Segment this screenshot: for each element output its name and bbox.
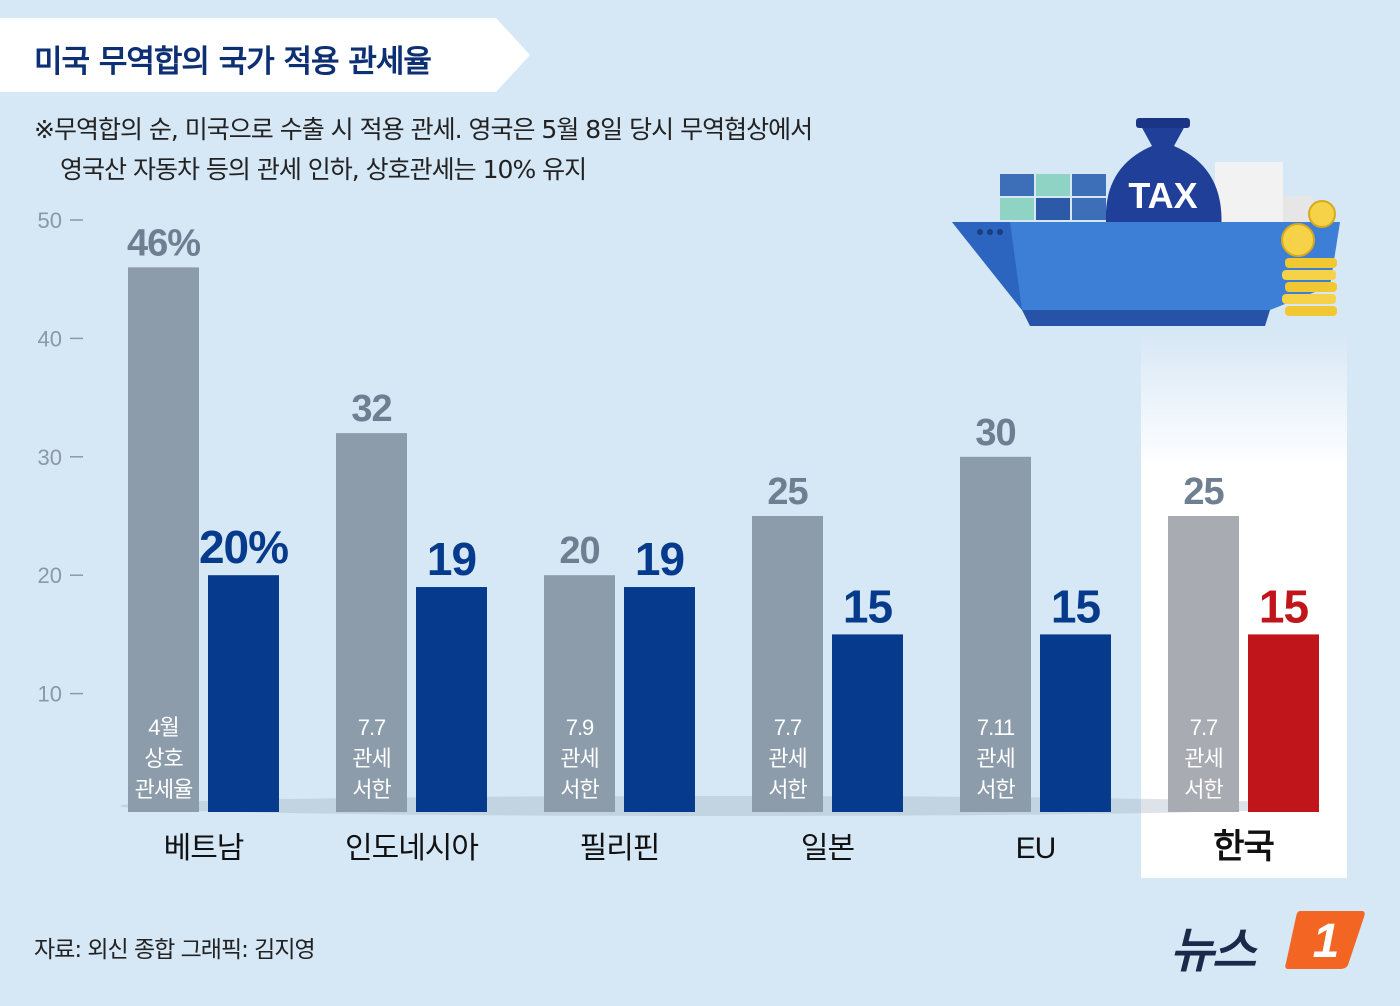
bar-note-text: 7.7 — [358, 715, 386, 740]
logo-text: 뉴스 — [1170, 923, 1256, 979]
bar-note-text: 7.11 — [977, 715, 1015, 740]
coin-stack-icon — [1281, 200, 1337, 316]
logo-badge-label: 1 — [1313, 915, 1340, 968]
bar-after-1 — [416, 587, 487, 812]
bar-before-5 — [1168, 516, 1239, 812]
tax-bag-label: TAX — [1128, 175, 1197, 216]
data-label-after: 19 — [635, 533, 684, 585]
data-label-after: 15 — [1259, 580, 1309, 632]
bar-note-text: 서한 — [560, 777, 599, 802]
y-tick-label: 50 — [38, 208, 62, 233]
bar-before-1 — [336, 433, 407, 812]
cargo-ship-illustration: TAX — [952, 118, 1340, 326]
bar-note-text: 관세 — [768, 746, 806, 771]
bar-note-text: 서한 — [976, 777, 1015, 802]
tax-bag-icon: TAX — [1105, 118, 1222, 240]
baseline-shadow — [120, 796, 1320, 816]
chart-title: 미국 무역합의 국가 적용 관세율 — [34, 44, 432, 80]
title-banner-shape — [0, 18, 530, 92]
bar-after-5 — [1248, 634, 1319, 812]
data-label-before: 46% — [127, 222, 200, 264]
x-category-label: 한국 — [1213, 828, 1274, 866]
bar-note-text: 서한 — [768, 777, 807, 802]
x-category-label: 인도네시아 — [345, 832, 478, 865]
data-label-before: 20 — [559, 530, 599, 572]
bar-after-0 — [208, 575, 279, 812]
data-label-after: 19 — [427, 533, 476, 585]
data-label-before: 32 — [351, 388, 391, 430]
title-banner: 미국 무역합의 국가 적용 관세율 — [0, 18, 530, 92]
bar-after-4 — [1040, 634, 1111, 812]
x-category-label: 필리핀 — [580, 832, 660, 865]
note-line-1: ※무역합의 순, 미국으로 수출 시 적용 관세. 영국은 5월 8일 당시 무… — [34, 115, 813, 144]
chart-note: ※무역합의 순, 미국으로 수출 시 적용 관세. 영국은 5월 8일 당시 무… — [34, 110, 813, 190]
bar-note-text: 상호 — [144, 746, 183, 771]
bar-note-text: 관세 — [560, 746, 598, 771]
bar-after-2 — [624, 587, 695, 812]
bar-before-2 — [544, 575, 615, 812]
bar-before-3 — [752, 516, 823, 812]
logo-badge: 1 — [1285, 911, 1365, 969]
y-tick-label: 20 — [38, 563, 62, 588]
bar-note-text: 7.7 — [1190, 715, 1218, 740]
bar-note-text: 관세 — [1184, 746, 1222, 771]
bar-note-text: 서한 — [1184, 777, 1223, 802]
data-label-after: 15 — [1051, 580, 1101, 632]
data-label-before: 30 — [975, 412, 1015, 454]
note-line-2: 영국산 자동차 등의 관세 인하, 상호관세는 10% 유지 — [60, 155, 587, 184]
bar-note-text: 관세율 — [135, 777, 193, 802]
bar-before-4 — [960, 456, 1031, 812]
x-category-label: 일본 — [801, 832, 854, 865]
bar-note-text: 7.7 — [774, 715, 802, 740]
y-tick-label: 10 — [38, 682, 62, 707]
data-label-before: 25 — [767, 471, 808, 513]
bar-before-0 — [128, 267, 199, 812]
data-label-after: 20% — [199, 521, 288, 573]
bar-note-text: 4월 — [148, 715, 178, 740]
source-credit: 자료: 외신 종합 그래픽: 김지영 — [34, 937, 316, 963]
y-tick-label: 40 — [38, 326, 62, 351]
data-label-before: 25 — [1183, 471, 1224, 513]
bar-note-text: 관세 — [976, 746, 1014, 771]
y-tick-label: 30 — [38, 445, 62, 470]
news1-logo: 뉴스 1 — [1170, 905, 1370, 979]
x-category-label: 베트남 — [164, 832, 244, 865]
bar-after-3 — [832, 634, 903, 812]
bar-note-text: 관세 — [352, 746, 390, 771]
data-label-after: 15 — [843, 580, 893, 632]
bar-note-text: 7.9 — [566, 715, 594, 740]
ship-hull — [952, 222, 1340, 326]
x-category-label: EU — [1016, 832, 1056, 865]
bar-note-text: 서한 — [352, 777, 391, 802]
